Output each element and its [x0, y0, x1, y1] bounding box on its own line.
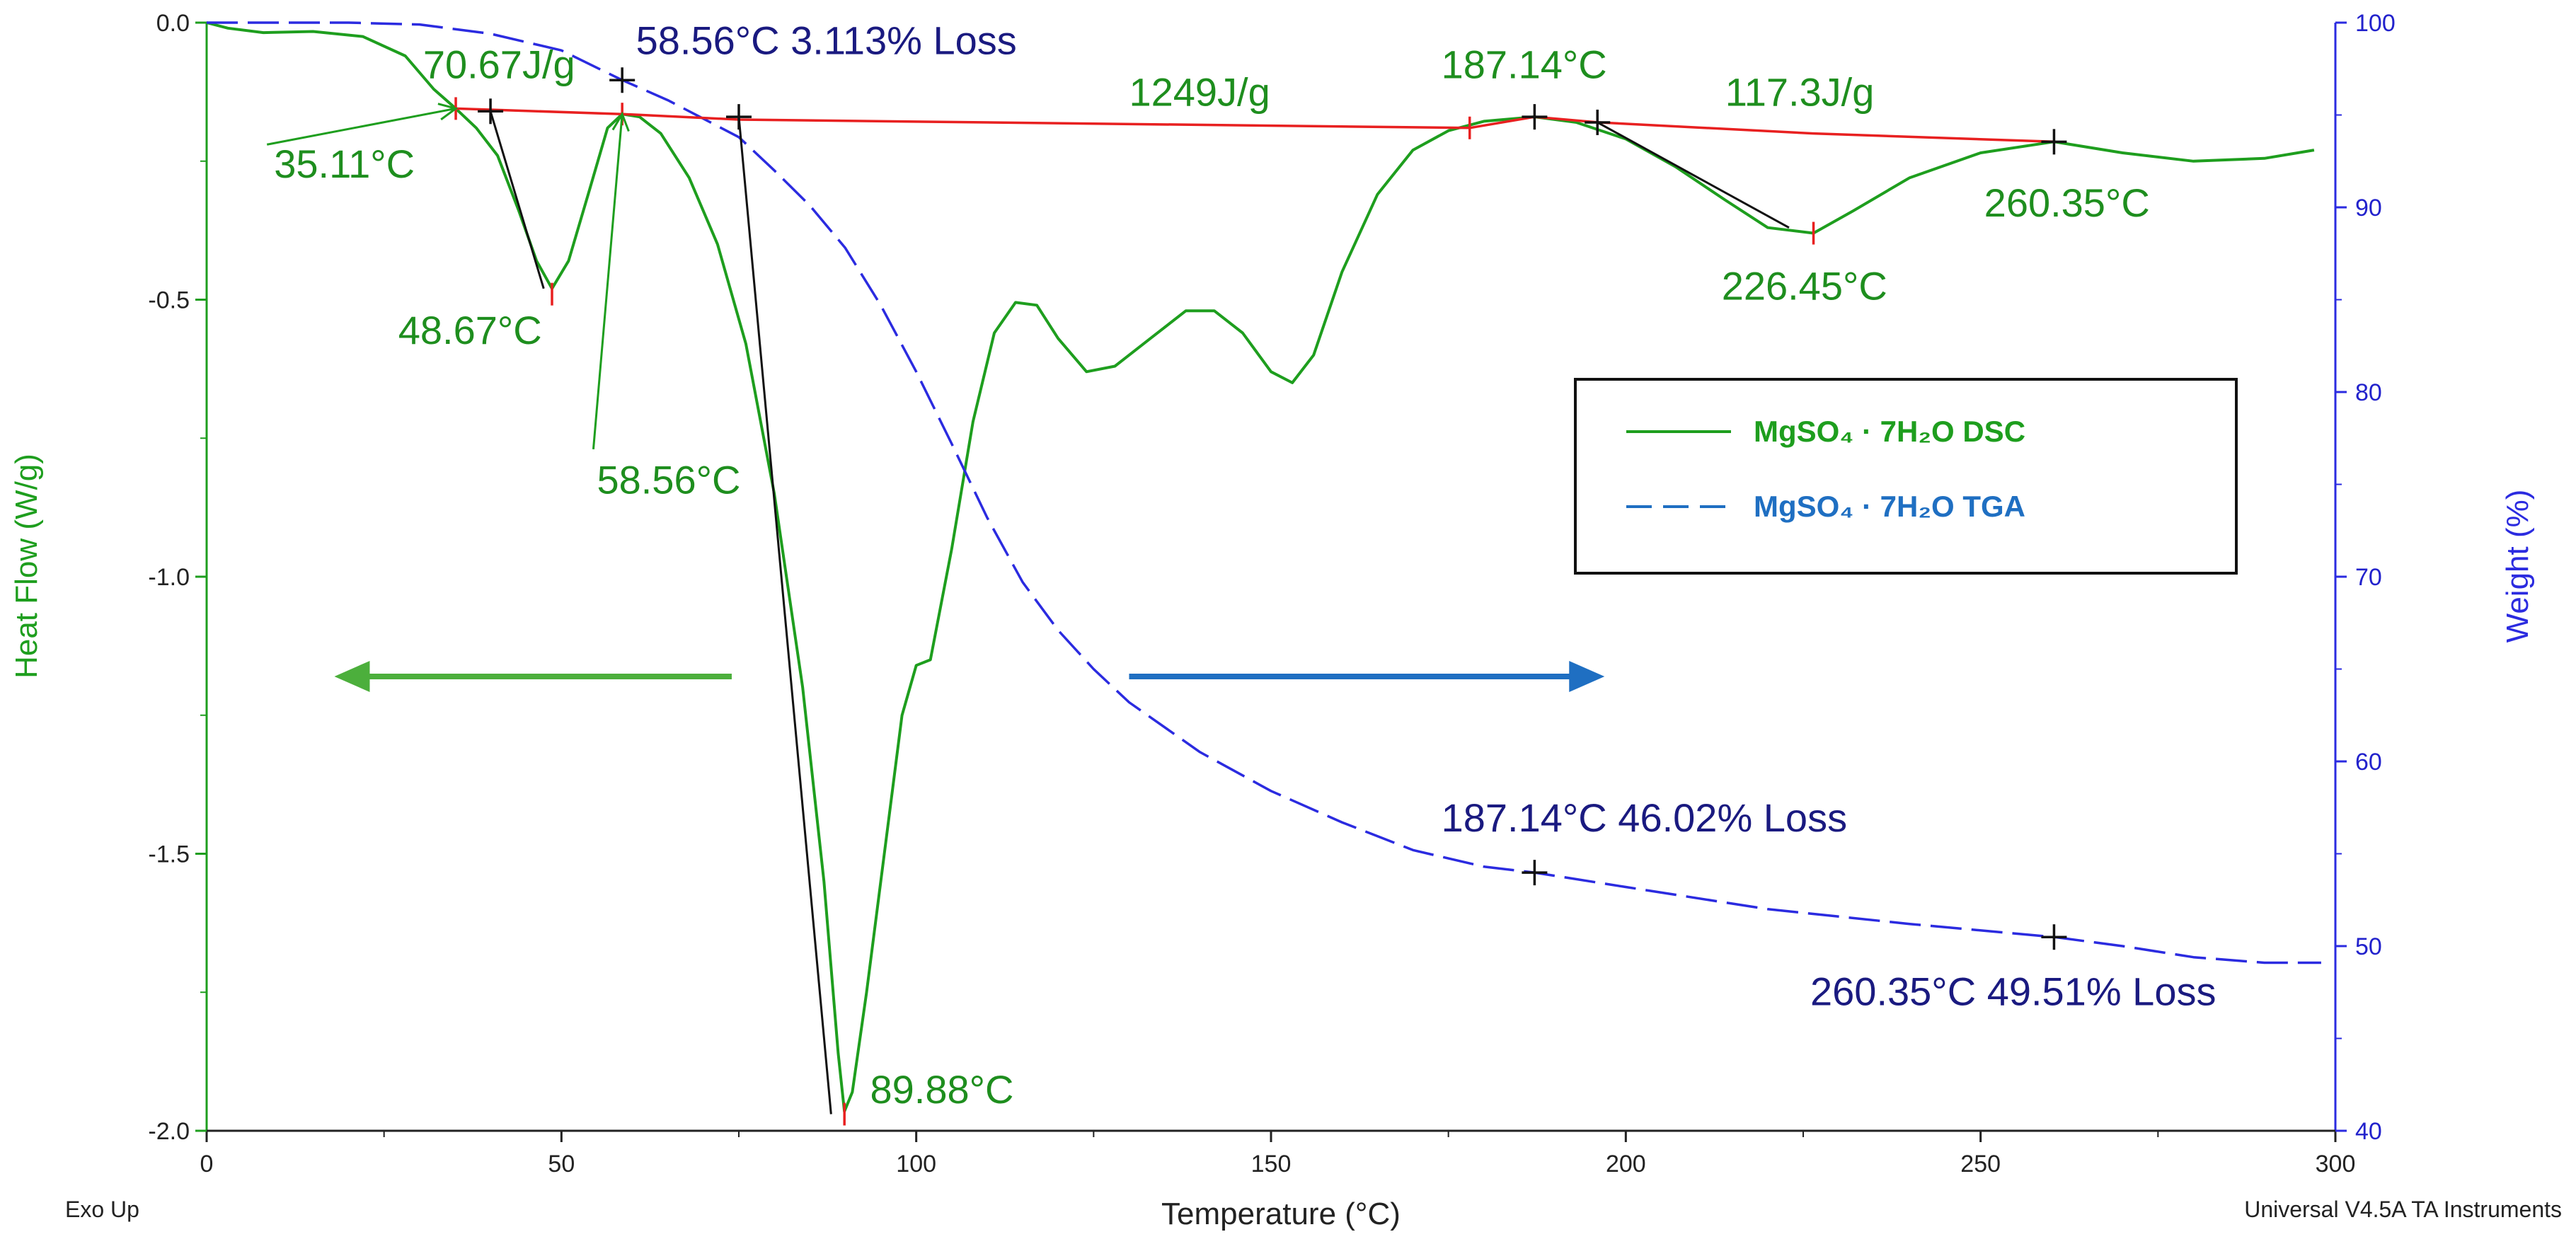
integration-baseline	[455, 107, 2054, 144]
x-tick-label: 150	[1251, 1151, 1292, 1177]
y-right-tick-label: 100	[2355, 10, 2396, 37]
y-right-tick-label: 50	[2355, 933, 2382, 960]
annotation-label: 117.3J/g	[1725, 69, 1875, 114]
y-left-tick-label: -2.0	[148, 1118, 190, 1145]
direction-arrow-head	[1569, 660, 1605, 692]
onset-tangent-line	[1597, 121, 1790, 229]
x-tick-label: 200	[1606, 1151, 1646, 1177]
direction-arrow-head	[334, 660, 370, 692]
data-series	[206, 21, 2321, 1113]
annotation-label: 58.56°C	[597, 458, 740, 502]
y-left-tick-label: -1.0	[148, 564, 190, 591]
point-markers	[454, 67, 2067, 1126]
y-left-tick-label: -0.5	[148, 287, 190, 314]
annotation-label: 58.56°C 3.113% Loss	[636, 18, 1017, 62]
y-right-tick-label: 80	[2355, 379, 2382, 406]
annotation-label: 260.35°C 49.51% Loss	[1810, 969, 2216, 1014]
annotation-label: 187.14°C	[1442, 42, 1607, 86]
x-tick-label: 250	[1960, 1151, 2001, 1177]
y-right-tick-label: 40	[2355, 1118, 2382, 1145]
annotation-label: 89.88°C	[870, 1067, 1013, 1112]
legend-label-dsc: MgSO₄ · 7H₂O DSC	[1754, 415, 2025, 448]
y-right-axis-title: Weight (%)	[2500, 490, 2535, 643]
annotation-leader-head	[437, 103, 459, 121]
legend-label-tga: MgSO₄ · 7H₂O TGA	[1754, 490, 2025, 523]
x-tick-label: 0	[200, 1151, 214, 1177]
y-left-axis-title: Heat Flow (W/g)	[9, 454, 44, 679]
dsc-series-line	[206, 21, 2315, 1113]
direction-arrows	[334, 660, 1605, 692]
annotation-label: 226.45°C	[1722, 264, 1887, 309]
baseline-lines	[455, 107, 2054, 1115]
x-tick-label: 300	[2316, 1151, 2356, 1177]
annotation-leader-line	[266, 107, 456, 146]
annotations: 70.67J/g 35.11°C 48.67°C 58.56°C 89.88°C 1249…	[266, 18, 2216, 1112]
annotation-leader-head	[611, 111, 630, 132]
y-right-tick-label: 70	[2355, 564, 2382, 591]
tga-series-line	[207, 21, 2321, 964]
x-tick-label: 50	[548, 1151, 575, 1177]
onset-tangent-line	[737, 116, 832, 1115]
onset-tangent-line	[489, 110, 545, 289]
annotation-label: 35.11°C	[274, 142, 415, 186]
y-right-tick-label: 90	[2355, 195, 2382, 221]
footer-instrument: Universal V4.5A TA Instruments	[2244, 1197, 2562, 1222]
footer-exo-up: Exo Up	[65, 1197, 139, 1222]
annotation-label: 260.35°C	[1984, 180, 2150, 225]
axis-ticks: 0 50 100 150 200 250 300 0.0 -0.5 -1.0 -1.5 -2.0 100…	[148, 10, 2395, 1177]
legend-box	[1574, 378, 2238, 575]
annotation-label: 1249J/g	[1129, 69, 1270, 114]
annotation-label: 187.14°C 46.02% Loss	[1442, 795, 1847, 840]
annotation-leader-line	[592, 114, 623, 450]
y-right-tick-label: 60	[2355, 749, 2382, 776]
y-left-tick-label: -1.5	[148, 841, 190, 868]
x-axis-title: Temperature (°C)	[1161, 1197, 1401, 1231]
y-left-tick-label: 0.0	[156, 10, 190, 37]
x-tick-label: 100	[896, 1151, 936, 1177]
legend: MgSO₄ · 7H₂O DSC MgSO₄ · 7H₂O TGA	[1574, 378, 2238, 575]
annotation-label: 70.67J/g	[423, 42, 575, 86]
annotation-label: 48.67°C	[398, 308, 542, 352]
